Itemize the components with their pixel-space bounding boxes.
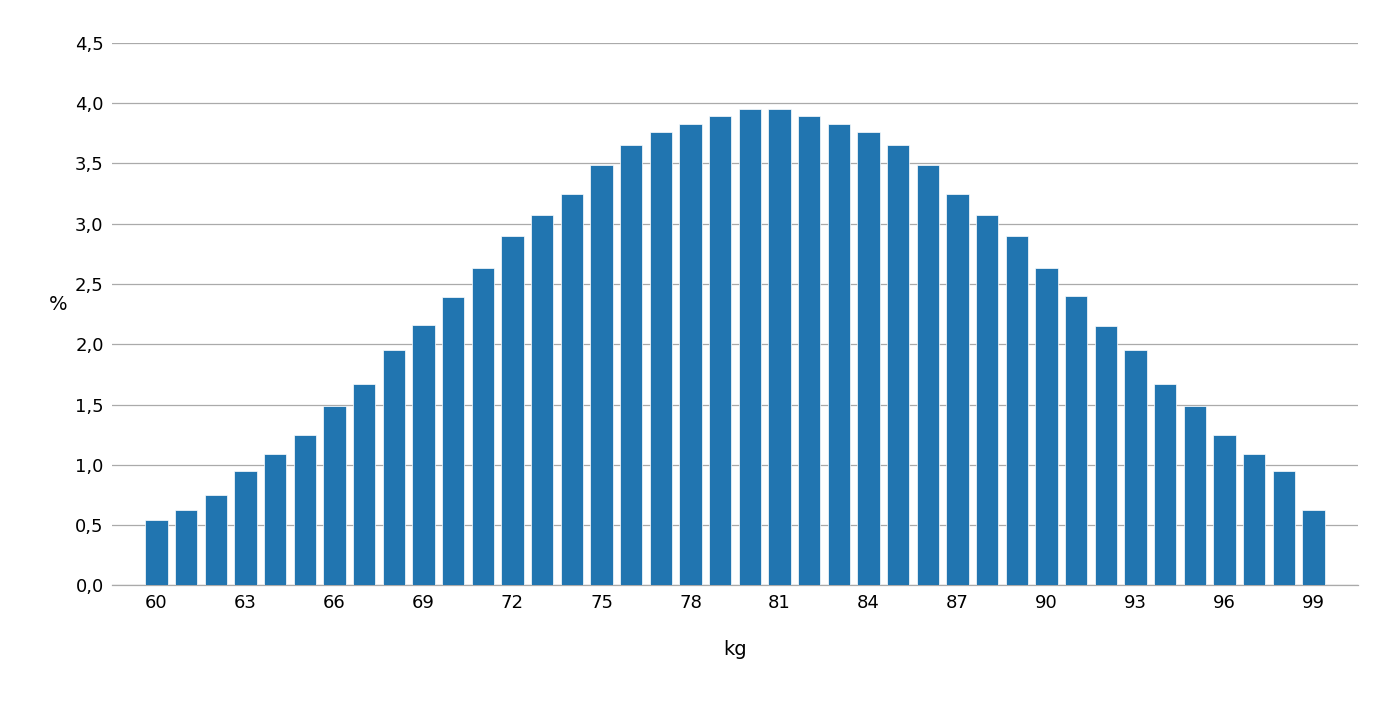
Bar — [769, 109, 791, 585]
Bar — [442, 297, 465, 585]
Y-axis label: %: % — [49, 295, 67, 314]
Bar — [501, 236, 524, 585]
Bar — [976, 216, 998, 585]
Bar — [591, 165, 613, 585]
Bar — [1273, 471, 1295, 585]
Bar — [650, 132, 672, 585]
Bar — [413, 325, 434, 585]
Bar — [531, 216, 553, 585]
Bar — [1124, 351, 1147, 585]
Bar — [888, 146, 909, 585]
Bar — [798, 116, 820, 585]
Bar — [1302, 510, 1324, 585]
Bar — [917, 165, 939, 585]
Bar — [353, 384, 375, 585]
Bar — [204, 495, 227, 585]
Bar — [857, 132, 879, 585]
Bar — [1095, 326, 1117, 585]
Bar — [1184, 406, 1205, 585]
Bar — [1036, 268, 1057, 585]
Bar — [1243, 454, 1266, 585]
Bar — [382, 351, 405, 585]
Bar — [1005, 236, 1028, 585]
Bar — [946, 193, 969, 585]
Bar — [1065, 296, 1088, 585]
Bar — [294, 435, 316, 585]
Bar — [739, 109, 762, 585]
Bar — [234, 471, 256, 585]
Bar — [265, 454, 286, 585]
Bar — [827, 124, 850, 585]
Bar — [620, 146, 643, 585]
Bar — [679, 124, 701, 585]
Bar — [472, 268, 494, 585]
Bar — [323, 406, 346, 585]
Bar — [146, 521, 168, 585]
Bar — [175, 510, 197, 585]
Bar — [1154, 384, 1176, 585]
X-axis label: kg: kg — [724, 640, 746, 658]
Bar — [708, 116, 731, 585]
Bar — [561, 193, 582, 585]
Bar — [1214, 435, 1236, 585]
